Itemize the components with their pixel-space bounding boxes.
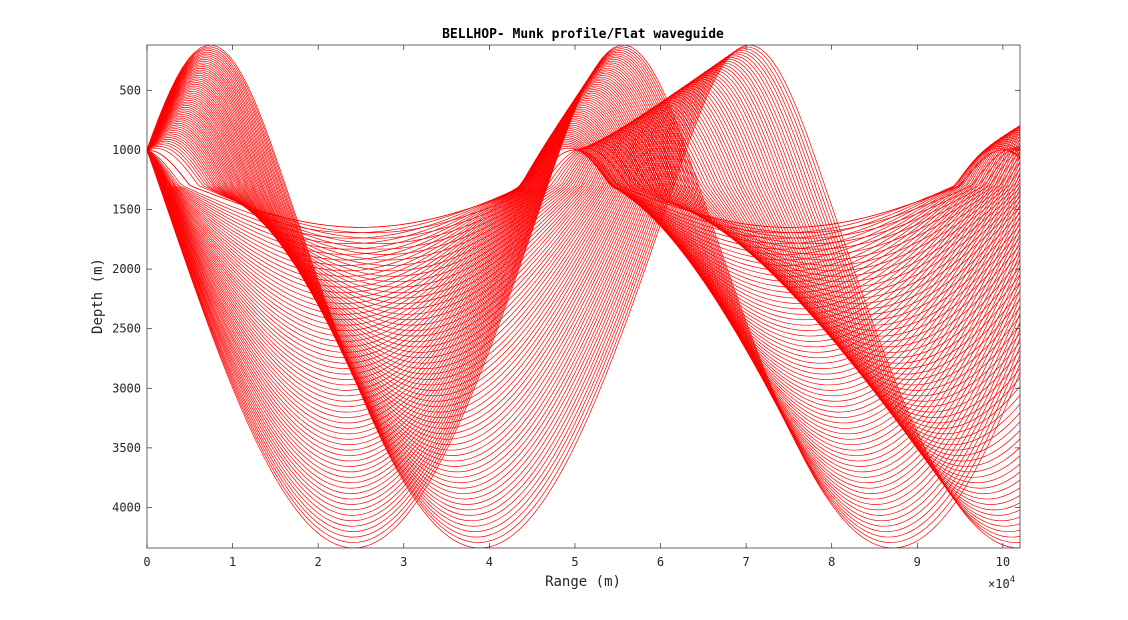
ray-downgoing [147, 89, 1020, 413]
ray-downgoing [147, 96, 1020, 391]
ray-upgoing [147, 46, 1020, 543]
chart-title: BELLHOP- Munk profile/Flat waveguide [442, 27, 724, 42]
ray-upgoing [147, 50, 1020, 533]
ray-downgoing [147, 106, 1020, 359]
x-exponent-power: 4 [1010, 575, 1015, 585]
y-axis: 500 1000 1500 2000 2500 3000 3500 4000 [112, 83, 1020, 514]
ray-downgoing [147, 99, 1020, 380]
ray-upgoing [147, 71, 1020, 467]
ray-downgoing [147, 45, 1020, 548]
ray-downgoing [147, 105, 1020, 364]
ray-downgoing [147, 121, 1020, 315]
ray-downgoing [147, 131, 1020, 283]
y-tick-label: 3500 [112, 441, 141, 455]
y-axis-label: Depth (m) [90, 258, 106, 334]
x-tick-label: 7 [743, 555, 750, 569]
ray-upgoing [147, 51, 1020, 527]
y-tick-label: 2500 [112, 322, 141, 336]
ray-upgoing [147, 137, 1020, 266]
ray-upgoing [147, 144, 1020, 245]
x-tick-label: 3 [400, 555, 407, 569]
ray-upgoing [147, 57, 1020, 511]
ray-downgoing [147, 128, 1020, 293]
ray-upgoing [147, 45, 1020, 548]
ray-upgoing [147, 69, 1020, 473]
x-tick-label: 4 [486, 555, 493, 569]
y-tick-label: 3000 [112, 381, 141, 395]
x-exponent-base: ×10 [988, 577, 1010, 591]
x-tick-label: 6 [657, 555, 664, 569]
ray-downgoing [147, 133, 1020, 277]
ray-downgoing [147, 115, 1020, 331]
y-tick-label: 2000 [112, 262, 141, 276]
ray-downgoing [147, 122, 1020, 310]
ray-upgoing [147, 53, 1020, 522]
ray-upgoing [147, 66, 1020, 484]
ray-downgoing [147, 112, 1020, 342]
y-tick-label: 4000 [112, 500, 141, 514]
x-tick-label: 5 [571, 555, 578, 569]
ray-upgoing [147, 67, 1020, 478]
ray-upgoing [147, 133, 1020, 277]
ray-upgoing [147, 58, 1020, 505]
x-exponent-label: ×104 [988, 575, 1015, 591]
ray-upgoing [147, 129, 1020, 288]
ray-upgoing [147, 60, 1020, 500]
ray-downgoing [147, 117, 1020, 326]
ray-downgoing [147, 126, 1020, 299]
y-tick-label: 1000 [112, 143, 141, 157]
ray-upgoing [147, 48, 1020, 538]
ray-downgoing [147, 90, 1020, 408]
ray-series [147, 45, 1020, 548]
plot-area-box [146, 44, 1021, 549]
x-tick-label: 0 [143, 555, 150, 569]
ray-downgoing [147, 87, 1020, 418]
ray-downgoing [147, 119, 1020, 321]
y-tick-label: 500 [119, 83, 141, 97]
ray-downgoing [147, 108, 1020, 353]
ray-upgoing [147, 62, 1020, 494]
x-axis: 0 1 2 3 4 5 6 7 8 9 10 [143, 45, 1010, 569]
x-tick-label: 1 [229, 555, 236, 569]
x-tick-label: 2 [315, 555, 322, 569]
x-tick-label: 10 [996, 555, 1010, 569]
ray-upgoing [147, 55, 1020, 516]
ray-upgoing [147, 74, 1020, 456]
ray-upgoing [147, 64, 1020, 489]
y-tick-label: 1500 [112, 202, 141, 216]
ray-downgoing [147, 124, 1020, 304]
ray-upgoing [147, 76, 1020, 451]
ray-downgoing [147, 129, 1020, 288]
ray-downgoing [147, 114, 1020, 337]
ray-downgoing [147, 110, 1020, 348]
x-tick-label: 9 [914, 555, 921, 569]
x-tick-label: 8 [828, 555, 835, 569]
ray-upgoing [147, 73, 1020, 462]
x-axis-label: Range (m) [545, 574, 621, 590]
